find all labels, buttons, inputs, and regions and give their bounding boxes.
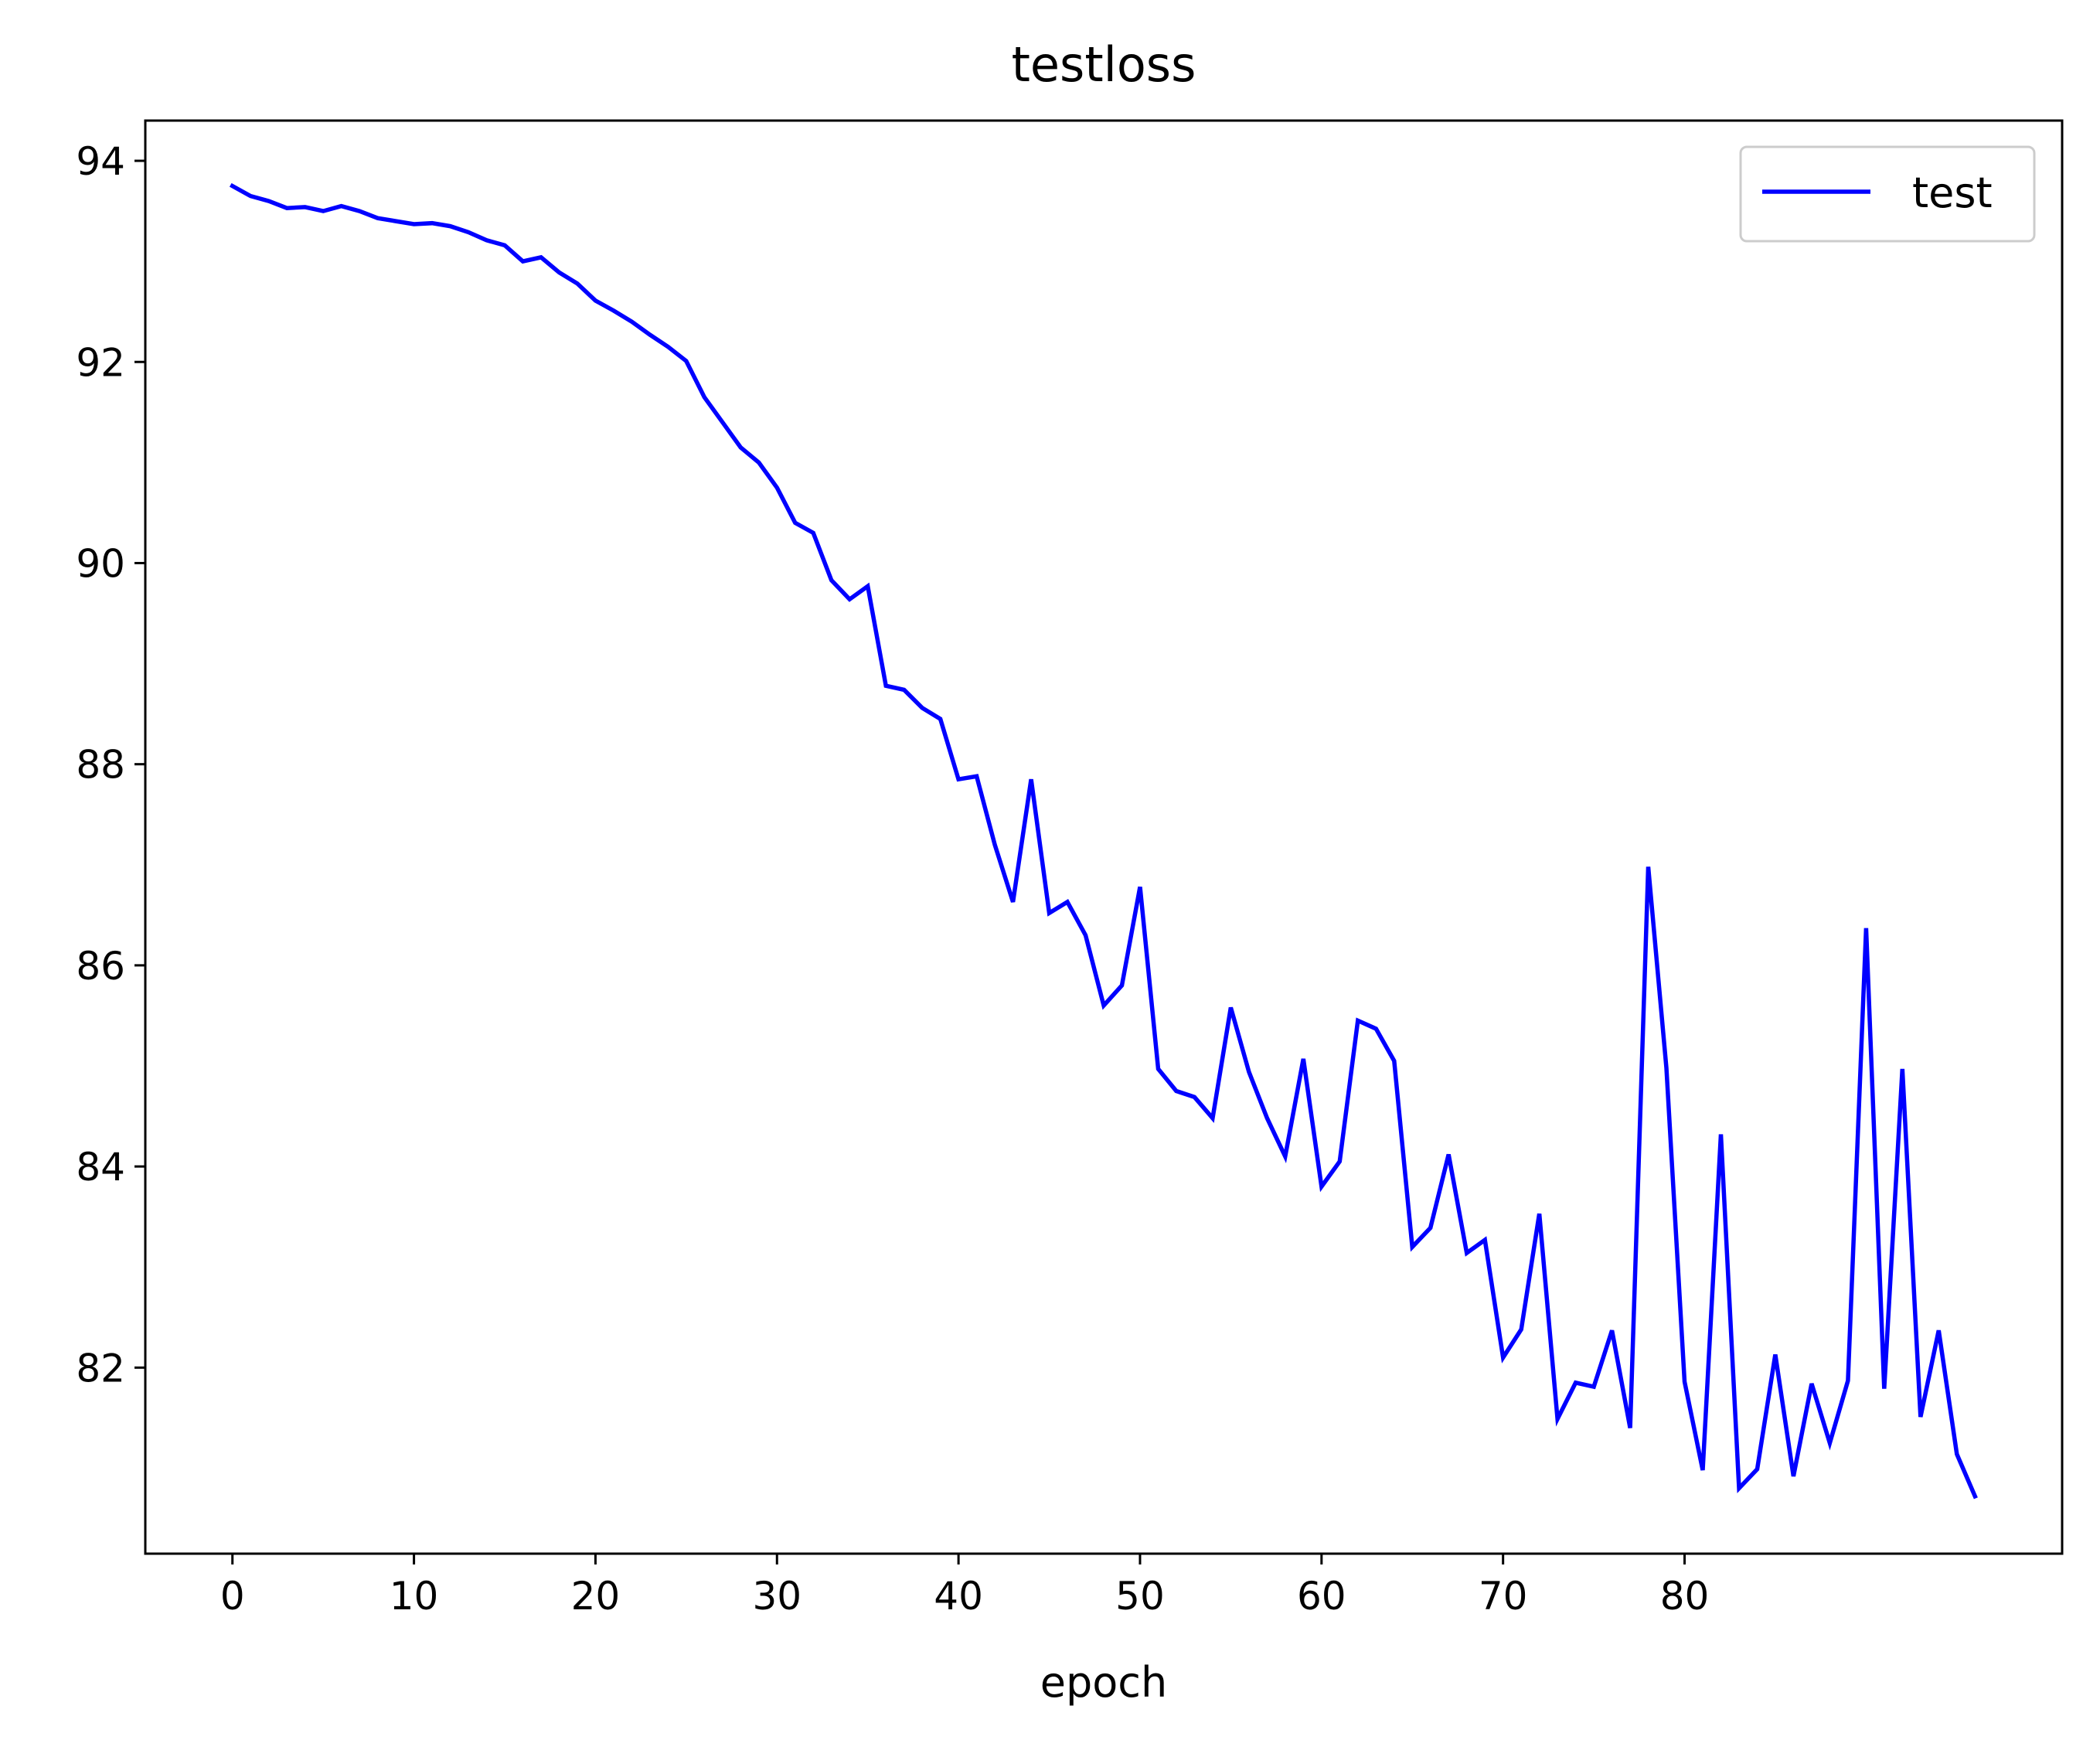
- x-tick-label: 70: [1479, 1574, 1528, 1619]
- y-tick-label: 84: [76, 1145, 125, 1190]
- y-tick-label: 82: [76, 1346, 125, 1391]
- x-tick-label: 40: [934, 1574, 983, 1619]
- y-tick-label: 92: [76, 340, 125, 385]
- x-tick-label: 20: [571, 1574, 621, 1619]
- y-tick-label: 88: [76, 743, 125, 788]
- x-tick-label: 10: [390, 1574, 439, 1619]
- chart-title: testloss: [1012, 36, 1196, 93]
- x-tick-label: 30: [752, 1574, 802, 1619]
- axes-frame: [144, 119, 2064, 1555]
- y-tick-label: 86: [76, 944, 125, 989]
- y-tick-label: 94: [76, 139, 125, 184]
- y-tick-label: 90: [76, 541, 125, 586]
- legend-label: test: [1912, 169, 1993, 217]
- x-tick-label: 50: [1115, 1574, 1165, 1619]
- x-tick-label: 0: [220, 1574, 245, 1619]
- legend-box: [1739, 145, 2036, 243]
- x-tick-label: 60: [1297, 1574, 1346, 1619]
- x-tick-label: 80: [1660, 1574, 1710, 1619]
- plot-area: 0 10 20 30 40 50 60 70 80 82 84 86 88 90 92 94 test: [76, 119, 2064, 1619]
- series-line-test: [229, 182, 1978, 1500]
- x-axis-label: epoch: [1040, 1658, 1167, 1707]
